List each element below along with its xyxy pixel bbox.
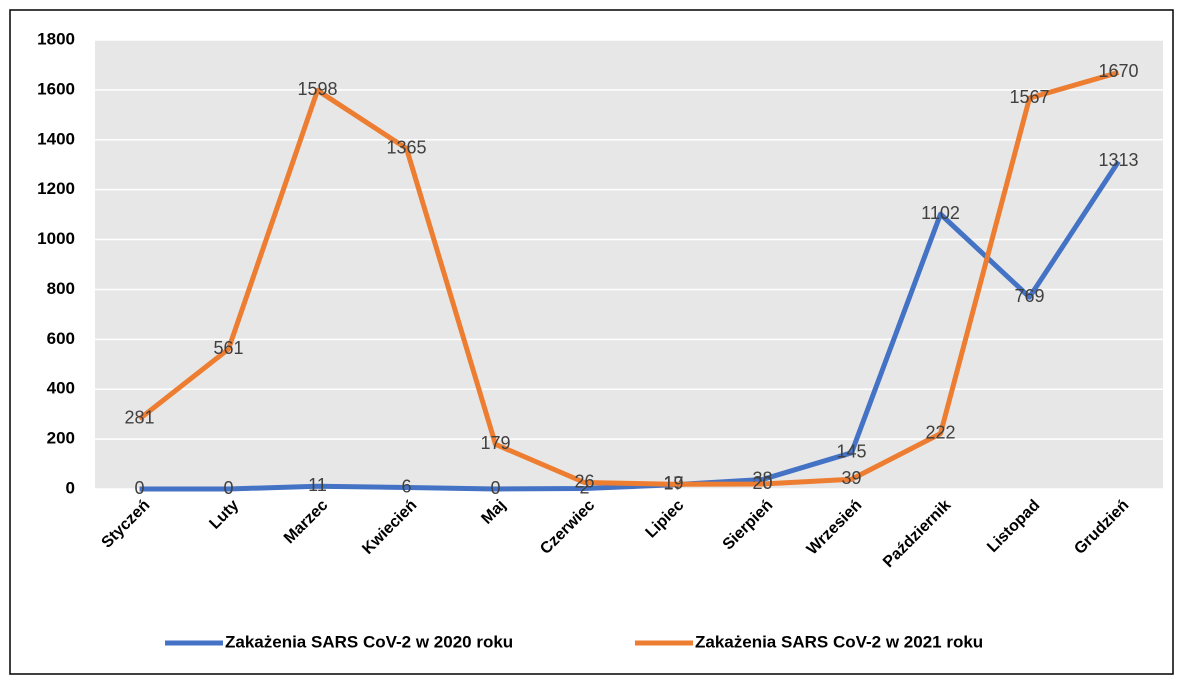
data-label: 1102 xyxy=(921,203,960,223)
y-tick-label: 1200 xyxy=(37,179,75,198)
data-label: 281 xyxy=(124,408,154,428)
data-label: 0 xyxy=(134,478,144,498)
y-tick-label: 200 xyxy=(47,429,75,448)
data-label: 769 xyxy=(1014,286,1044,306)
data-label: 39 xyxy=(841,468,861,488)
series-line xyxy=(137,70,1120,487)
y-tick-label: 0 xyxy=(66,478,75,497)
data-label: 6 xyxy=(401,476,411,496)
data-label: 19 xyxy=(663,473,683,493)
data-label: 1567 xyxy=(1009,87,1049,107)
data-label: 1598 xyxy=(297,79,337,99)
data-label: 222 xyxy=(925,422,955,442)
data-label: 0 xyxy=(223,478,233,498)
data-label: 145 xyxy=(836,442,866,462)
y-tick-label: 800 xyxy=(47,279,75,298)
data-label: 2 xyxy=(579,477,589,497)
data-label: 561 xyxy=(213,338,243,358)
y-tick-label: 400 xyxy=(47,379,75,398)
y-tick-label: 1800 xyxy=(37,29,75,48)
data-label: 20 xyxy=(752,473,772,493)
data-label: 11 xyxy=(308,475,327,495)
legend-label: Zakażenia SARS CoV-2 w 2021 roku xyxy=(695,632,983,651)
y-tick-label: 1000 xyxy=(37,229,75,248)
y-tick-label: 1400 xyxy=(37,129,75,148)
series-line xyxy=(139,160,1121,492)
data-label: 26 xyxy=(574,471,594,491)
y-tick-label: 1600 xyxy=(37,79,75,98)
data-label: 179 xyxy=(480,433,510,453)
y-tick-label: 600 xyxy=(47,329,75,348)
data-label: 1313 xyxy=(1098,150,1138,170)
legend-label: Zakażenia SARS CoV-2 w 2020 roku xyxy=(225,632,513,651)
data-label: 1365 xyxy=(386,137,426,157)
data-label: 0 xyxy=(490,478,500,498)
data-label: 1670 xyxy=(1098,61,1138,81)
